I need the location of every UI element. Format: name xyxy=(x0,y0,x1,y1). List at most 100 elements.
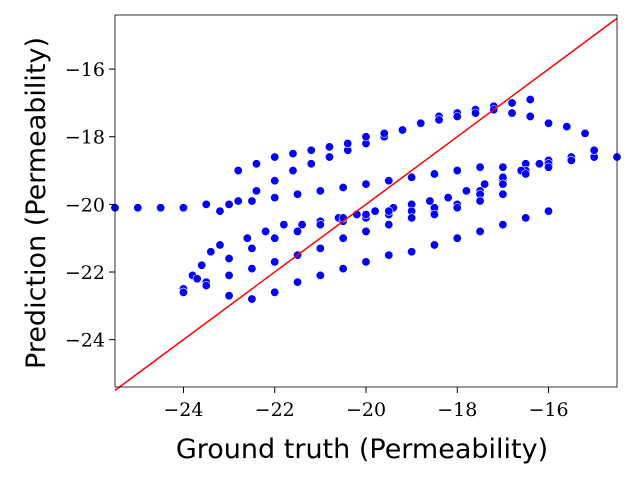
data-point xyxy=(525,111,535,121)
data-point xyxy=(315,220,325,230)
data-point xyxy=(133,203,143,213)
data-point xyxy=(429,210,439,220)
y-tick-label: −16 xyxy=(65,59,105,81)
data-point xyxy=(251,159,261,169)
data-point xyxy=(566,155,576,165)
data-point xyxy=(224,270,234,280)
data-point xyxy=(507,98,517,108)
data-point xyxy=(324,152,334,162)
y-tick-label: −22 xyxy=(65,262,105,284)
data-point xyxy=(247,294,257,304)
data-point xyxy=(361,257,371,267)
data-point xyxy=(361,226,371,236)
data-point xyxy=(338,182,348,192)
data-point xyxy=(306,159,316,169)
y-tick-label: −24 xyxy=(65,330,105,352)
data-point xyxy=(384,176,394,186)
data-point xyxy=(251,186,261,196)
data-point xyxy=(288,149,298,159)
y-tick-label: −18 xyxy=(65,127,105,149)
data-point xyxy=(580,128,590,138)
data-point xyxy=(534,159,544,169)
data-point xyxy=(525,95,535,105)
data-point xyxy=(361,179,371,189)
data-point xyxy=(270,287,280,297)
data-point xyxy=(270,176,280,186)
data-point xyxy=(416,118,426,128)
data-point xyxy=(407,172,417,182)
data-point xyxy=(233,196,243,206)
data-point xyxy=(178,287,188,297)
data-point xyxy=(480,179,490,189)
data-point xyxy=(361,132,371,142)
data-point xyxy=(270,233,280,243)
data-point xyxy=(306,145,316,155)
data-point xyxy=(178,203,188,213)
data-point xyxy=(398,125,408,135)
data-point xyxy=(288,166,298,176)
data-point xyxy=(293,226,303,236)
data-point xyxy=(156,203,166,213)
data-point xyxy=(242,233,252,243)
data-point xyxy=(338,233,348,243)
data-point xyxy=(233,166,243,176)
data-point xyxy=(293,189,303,199)
data-point xyxy=(261,226,271,236)
data-point xyxy=(452,111,462,121)
data-point xyxy=(343,139,353,149)
data-point xyxy=(315,186,325,196)
data-point xyxy=(384,250,394,260)
data-point xyxy=(215,240,225,250)
data-point xyxy=(461,186,471,196)
data-point xyxy=(452,166,462,176)
data-point xyxy=(293,277,303,287)
data-point xyxy=(197,260,207,270)
data-point xyxy=(429,240,439,250)
data-point xyxy=(425,196,435,206)
x-axis-ticks: −24 −22 −20 −18 −16 xyxy=(163,387,569,421)
data-point xyxy=(498,189,508,199)
x-tick-label: −24 xyxy=(163,399,203,421)
data-point xyxy=(498,162,508,172)
data-point xyxy=(361,210,371,220)
data-point xyxy=(224,291,234,301)
data-point xyxy=(192,274,202,284)
data-point xyxy=(338,264,348,274)
data-point xyxy=(297,220,307,230)
data-point xyxy=(370,206,380,216)
data-point xyxy=(270,193,280,203)
data-point xyxy=(315,270,325,280)
data-point xyxy=(429,169,439,179)
y-axis-ticks: −24 −22 −20 −18 −16 xyxy=(65,59,115,352)
x-tick-label: −20 xyxy=(346,399,386,421)
data-point xyxy=(247,196,257,206)
data-point xyxy=(215,206,225,216)
data-point xyxy=(407,213,417,223)
data-point xyxy=(452,233,462,243)
data-point xyxy=(434,115,444,125)
data-point xyxy=(384,206,394,216)
plot-area-frame xyxy=(114,14,618,388)
x-tick-label: −22 xyxy=(255,399,295,421)
data-point xyxy=(443,193,453,203)
data-point xyxy=(201,281,211,291)
data-point xyxy=(224,199,234,209)
data-point xyxy=(521,213,531,223)
data-point xyxy=(452,203,462,213)
data-points xyxy=(110,95,622,304)
data-point xyxy=(270,152,280,162)
data-point xyxy=(407,247,417,257)
data-point xyxy=(315,243,325,253)
identity-reference-line xyxy=(114,17,618,391)
data-point xyxy=(562,122,572,132)
data-point xyxy=(498,179,508,189)
data-point xyxy=(475,162,485,172)
data-point xyxy=(270,257,280,267)
data-point xyxy=(507,108,517,118)
data-point xyxy=(475,226,485,236)
data-point xyxy=(224,253,234,263)
data-point xyxy=(206,247,216,257)
y-tick-label: −20 xyxy=(65,194,105,216)
y-axis-label: Prediction (Permeability) xyxy=(21,37,52,369)
